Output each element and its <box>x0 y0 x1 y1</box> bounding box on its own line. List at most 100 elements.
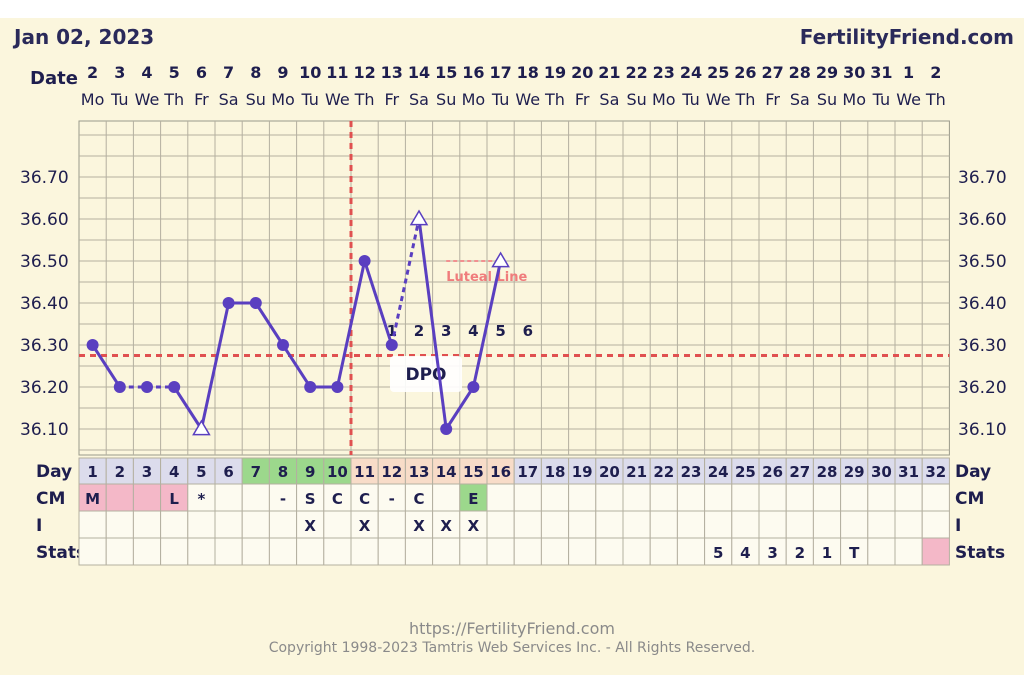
weekday-label: Th <box>925 90 946 109</box>
temperature-segment <box>363 260 394 346</box>
cycle-day: 19 <box>572 463 593 481</box>
footer-url[interactable]: https://FertilityFriend.com <box>409 619 615 638</box>
cm-cell-bg <box>568 483 597 512</box>
stats-cell-bg <box>622 537 651 566</box>
date-number: 28 <box>789 63 811 82</box>
y-tick-label-right: 36.50 <box>958 252 1007 272</box>
date-number: 17 <box>489 63 511 82</box>
luteal-line-label: Luteal Line <box>446 270 527 285</box>
date-number: 12 <box>353 63 375 82</box>
stats-cell-bg <box>187 537 216 566</box>
cm-cell-bg <box>840 483 869 512</box>
cm-cell: - <box>280 490 286 508</box>
cm-cell-bg <box>540 483 570 512</box>
weekday-label: Sa <box>409 90 429 109</box>
cycle-day: 27 <box>789 463 810 481</box>
dpo-number: 3 <box>441 322 451 340</box>
date-number: 27 <box>761 63 783 82</box>
intercourse-cell-bg <box>105 510 134 539</box>
date-number: 14 <box>408 63 430 82</box>
temperature-segment <box>390 218 421 346</box>
cm-cell-bg <box>296 483 325 512</box>
date-number: 8 <box>250 63 261 82</box>
stats-cell-bg <box>894 537 923 566</box>
date-number: 18 <box>517 63 539 82</box>
date-number: 16 <box>462 63 484 82</box>
cm-cell-bg <box>649 483 678 512</box>
cycle-day: 18 <box>545 463 566 481</box>
cycle-day: 31 <box>898 463 919 481</box>
date-number: 31 <box>870 63 892 82</box>
temperature-point <box>440 423 453 435</box>
intercourse-cell-bg <box>622 510 651 539</box>
temperature-point <box>409 209 429 226</box>
stats-cell-bg <box>296 537 325 566</box>
date-number: 26 <box>734 63 756 82</box>
intercourse-cell: X <box>359 517 371 535</box>
cycle-day-bg <box>921 457 950 485</box>
temperature-point <box>222 297 235 309</box>
stats-cell-bg <box>78 537 107 566</box>
weekday-label: We <box>706 90 731 109</box>
intercourse-cell-bg <box>595 510 624 539</box>
dpo-label-bg <box>390 356 462 392</box>
stats-cell-bg <box>459 537 488 566</box>
y-tick-label-left: 36.70 <box>20 168 69 188</box>
y-tick-label-right: 36.60 <box>958 210 1007 230</box>
cm-cell-bg <box>241 483 270 512</box>
intercourse-cell-bg <box>241 510 270 539</box>
dpo-number: 6 <box>523 322 533 340</box>
intercourse-cell-bg <box>268 510 298 539</box>
cycle-day: 16 <box>490 463 511 481</box>
cm-cell: C <box>413 490 424 508</box>
cycle-day-bg <box>241 457 270 485</box>
weekday-label: Sa <box>790 90 810 109</box>
cm-cell-bg <box>704 483 733 512</box>
cm-cell: * <box>197 490 205 508</box>
y-tick-label-left: 36.60 <box>20 210 69 230</box>
cycle-day: 22 <box>653 463 674 481</box>
day-row-label-right: Day <box>955 462 991 482</box>
intercourse-cell: X <box>304 517 316 535</box>
cycle-day: 25 <box>735 463 756 481</box>
cm-cell-bg <box>105 483 134 512</box>
cm-cell-bg <box>731 483 760 512</box>
i-row-label: I <box>36 516 42 536</box>
stats-cell-bg <box>241 537 270 566</box>
cycle-day-bg <box>350 457 379 485</box>
intercourse-cell-bg <box>404 510 434 539</box>
y-tick-label-right: 36.40 <box>958 294 1007 314</box>
intercourse-cell-bg <box>160 510 189 539</box>
intercourse-cell-bg <box>377 510 406 539</box>
intercourse-cell-bg <box>785 510 814 539</box>
stats-cell-bg <box>432 537 461 566</box>
brand-name[interactable]: FertilityFriend.com <box>799 25 1014 49</box>
stats-cell-bg <box>540 537 570 566</box>
stats-cell-bg <box>132 537 162 566</box>
cm-cell-bg <box>676 483 706 512</box>
temperature-point <box>358 255 371 267</box>
stats-cell: 2 <box>795 544 805 562</box>
y-tick-label-left: 36.20 <box>20 378 69 398</box>
temperature-segment <box>471 260 503 388</box>
cycle-day: 23 <box>681 463 702 481</box>
weekday-label: Mo <box>652 90 676 109</box>
cm-cell-bg <box>867 483 896 512</box>
temperature-point <box>467 381 480 393</box>
stats-cell-bg <box>731 537 760 566</box>
y-tick-label-left: 36.10 <box>20 420 69 440</box>
temperature-point <box>304 381 317 393</box>
stats-cell-bg <box>160 537 189 566</box>
day-row-label: Day <box>36 462 72 482</box>
y-tick-label-right: 36.20 <box>958 378 1007 398</box>
cm-cell-bg <box>377 483 406 512</box>
intercourse-cell-bg <box>214 510 243 539</box>
cm-cell-bg <box>894 483 923 512</box>
cycle-day-bg <box>78 457 107 485</box>
weekday-label: Fr <box>575 90 590 109</box>
stats-cell: 3 <box>767 544 777 562</box>
date-number: 21 <box>598 63 620 82</box>
date-row-label: Date <box>30 68 78 89</box>
stats-cell-bg <box>867 537 896 566</box>
weekday-label: Su <box>436 90 456 109</box>
